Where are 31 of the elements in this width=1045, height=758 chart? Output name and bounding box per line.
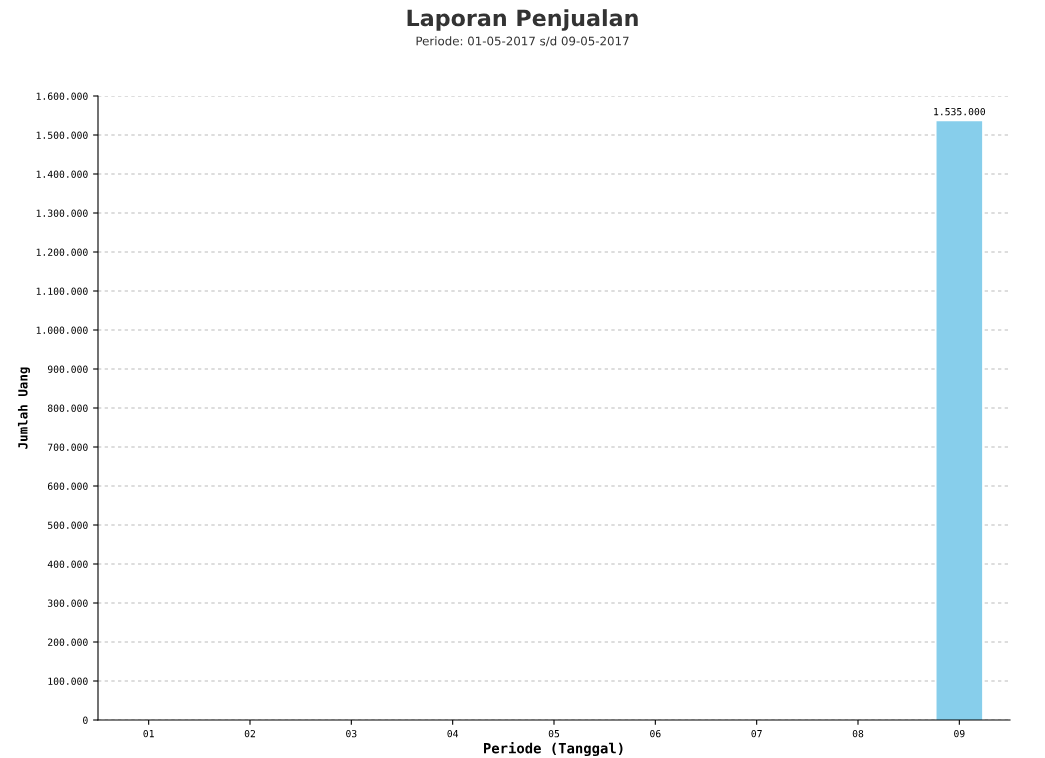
- x-tick-label: 05: [548, 729, 560, 738]
- x-tick-label: 02: [244, 729, 256, 738]
- x-tick-label: 08: [852, 729, 864, 738]
- x-tick-label: 09: [954, 729, 965, 738]
- y-tick-label: 200.000: [48, 638, 88, 646]
- y-tick-label: 1.300.000: [36, 209, 88, 217]
- y-tick-label: 0: [83, 716, 88, 724]
- chart-title: Laporan Penjualan: [407, 9, 638, 31]
- y-tick-label: 300.000: [47, 599, 88, 607]
- y-tick-label: 1.600.000: [36, 92, 88, 100]
- x-tick-label: 03: [346, 729, 357, 738]
- x-tick-label: 06: [650, 729, 661, 738]
- y-tick-label: 400.000: [47, 560, 88, 568]
- data-label: 1.535.000: [934, 107, 986, 116]
- x-tick-label: 07: [751, 729, 762, 738]
- x-tick-label: 01: [143, 729, 154, 738]
- y-tick-label: 600.000: [47, 482, 88, 490]
- y-tick-label: 1.500.000: [36, 131, 88, 139]
- chart-subtitle: Periode: 01-05-2017 s/d 09-05-2017: [416, 36, 629, 47]
- x-axis-title: Periode (Tanggal): [484, 741, 623, 757]
- y-tick-label: 1.000.000: [36, 326, 88, 334]
- y-tick-label: 500.000: [47, 521, 88, 529]
- y-tick-label: 1.400.000: [36, 170, 88, 178]
- y-tick-label: 100.000: [48, 677, 88, 685]
- y-axis-title: Jumlah Uang: [17, 367, 31, 449]
- y-tick-label: 700.000: [47, 443, 88, 451]
- y-tick-label: 900.000: [47, 365, 88, 373]
- y-tick-label: 1.200.000: [36, 248, 88, 256]
- y-tick-label: 800.000: [47, 404, 88, 412]
- x-tick-label: 04: [447, 729, 459, 738]
- y-tick-label: 1.100.000: [36, 287, 88, 295]
